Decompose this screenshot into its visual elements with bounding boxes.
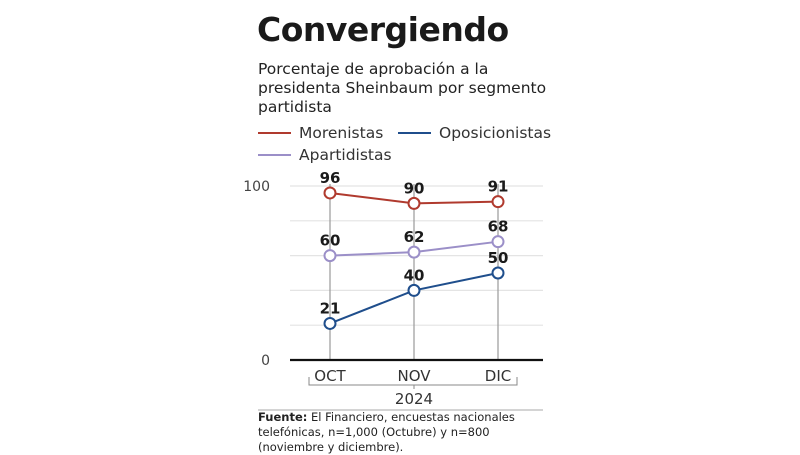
year-bracket bbox=[308, 377, 518, 386]
legend-swatch-morenistas bbox=[258, 132, 291, 134]
legend-item-apartidistas: Apartidistas bbox=[258, 146, 392, 164]
data-point-apartidistas bbox=[491, 235, 505, 249]
legend-label-oposicionistas: Oposicionistas bbox=[439, 124, 552, 142]
legend-swatch-apartidistas bbox=[258, 154, 291, 156]
data-label-oposicionistas: 50 bbox=[488, 249, 509, 267]
data-point-morenistas bbox=[323, 186, 337, 200]
data-label-morenistas: 96 bbox=[320, 169, 341, 187]
axis-tick-labels: 0 100 OCT NOV DIC 2024 bbox=[243, 179, 543, 411]
legend-swatch-oposicionistas bbox=[398, 132, 431, 134]
x-tick-label: DIC bbox=[485, 367, 511, 385]
y-tick-label: 0 bbox=[261, 353, 270, 369]
chart-title: Convergiendo bbox=[257, 10, 509, 49]
data-label-morenistas: 90 bbox=[404, 179, 425, 197]
data-point-oposicionistas bbox=[491, 266, 505, 280]
data-point-apartidistas bbox=[323, 249, 337, 263]
data-point-oposicionistas bbox=[407, 283, 421, 297]
data-label-apartidistas: 62 bbox=[404, 228, 425, 246]
data-point-apartidistas bbox=[407, 245, 421, 259]
data-label-oposicionistas: 21 bbox=[320, 299, 341, 317]
year-label: 2024 bbox=[395, 390, 433, 408]
source-note: Fuente: El Financiero, encuestas naciona… bbox=[258, 410, 558, 455]
data-point-morenistas bbox=[491, 195, 505, 209]
data-label-apartidistas: 60 bbox=[320, 232, 341, 250]
data-points bbox=[323, 186, 505, 330]
y-tick-label: 100 bbox=[243, 179, 270, 195]
legend-item-oposicionistas: Oposicionistas bbox=[398, 124, 551, 142]
data-label-apartidistas: 68 bbox=[488, 218, 509, 236]
chart-subtitle: Porcentaje de aprobación a la presidenta… bbox=[258, 60, 547, 116]
data-point-oposicionistas bbox=[323, 316, 337, 330]
data-label-morenistas: 91 bbox=[488, 178, 509, 196]
source-label: Fuente: bbox=[258, 410, 308, 424]
data-labels: 96 90 91 60 62 68 21 40 50 bbox=[320, 169, 509, 317]
data-point-morenistas bbox=[407, 196, 421, 210]
data-label-oposicionistas: 40 bbox=[404, 266, 425, 284]
legend-label-morenistas: Morenistas bbox=[299, 124, 384, 142]
x-tick-label: OCT bbox=[314, 367, 346, 385]
legend-item-morenistas: Morenistas bbox=[258, 124, 383, 142]
x-tick-label: NOV bbox=[397, 367, 431, 385]
legend-label-apartidistas: Apartidistas bbox=[299, 146, 392, 164]
